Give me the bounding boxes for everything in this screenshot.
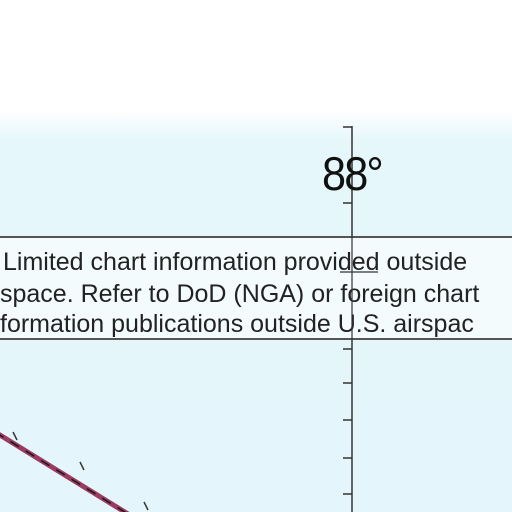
route-tick — [79, 461, 85, 471]
airway-route-line — [0, 432, 130, 512]
meridian-degree-label: 88° — [322, 147, 384, 200]
notice-line-1: Limited chart information provided outsi… — [3, 248, 468, 276]
notice-line-2: space. Refer to DoD (NGA) or foreign cha… — [0, 280, 480, 308]
airway-route-centerline — [0, 434, 127, 512]
route-tick — [143, 501, 149, 511]
notice-line-3: formation publications outside U.S. airs… — [0, 310, 474, 338]
limited-chart-info-notice: Limited chart information provided outsi… — [0, 236, 512, 340]
route-tick — [12, 431, 18, 441]
meridian-ticks — [343, 126, 352, 495]
